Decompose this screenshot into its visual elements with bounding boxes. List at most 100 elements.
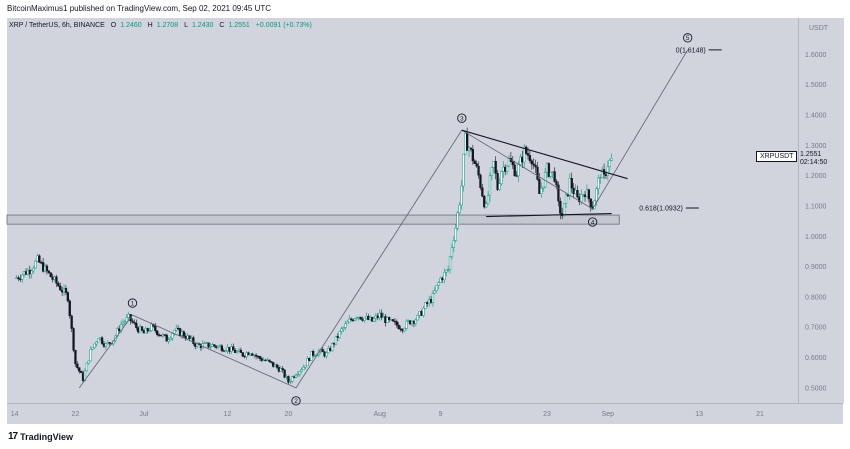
high-value: 1.2708 [156, 22, 179, 29]
candle-body [72, 328, 75, 351]
candle-body [180, 331, 184, 336]
candle-body [464, 133, 467, 155]
wave-label: 5 [686, 35, 690, 42]
candle-body [542, 186, 545, 189]
candle-body [562, 203, 566, 217]
candle-body [209, 346, 212, 348]
candle-body [469, 147, 473, 150]
candle-body [247, 352, 250, 356]
candle-body [555, 181, 558, 186]
candle-body [270, 361, 273, 363]
candle-body [401, 328, 404, 332]
low-label: L [184, 22, 188, 29]
candle-body [384, 316, 387, 323]
open-label: O [110, 22, 117, 29]
candle-body [536, 166, 539, 180]
x-tick-label: 13 [695, 411, 703, 418]
candle-body [448, 256, 452, 270]
candle-body [216, 345, 220, 348]
candle-body [462, 153, 465, 187]
candle-body [127, 314, 130, 318]
candle-body [131, 320, 134, 323]
price-axis[interactable] [798, 18, 844, 403]
candle-body [545, 163, 549, 173]
support-zone [6, 214, 620, 225]
candle-body [142, 330, 146, 334]
high-label: H [147, 22, 153, 29]
candle-body [610, 158, 613, 161]
candle-body [538, 179, 541, 194]
candle-body [467, 147, 471, 151]
candle-body [68, 300, 71, 317]
tradingview-footer[interactable]: 17 TradingView [8, 431, 73, 442]
candle-body [323, 351, 326, 357]
candle-body [367, 315, 370, 320]
y-tick-label: 1.0000 [805, 234, 827, 241]
candle-body [454, 227, 457, 241]
candle-body [332, 343, 336, 345]
candle-body [549, 172, 552, 177]
candle-body [258, 356, 262, 359]
candle-body [488, 175, 492, 196]
candle-body [443, 271, 446, 280]
candle-body [289, 381, 292, 383]
candle-body [123, 321, 127, 324]
candle-body [205, 342, 208, 344]
y-tick-label: 1.6000 [805, 52, 827, 59]
x-tick-label: Sep [602, 411, 615, 418]
candle-body [357, 316, 360, 319]
candle-body [498, 183, 501, 190]
candle-body [424, 302, 427, 309]
candle-body [146, 328, 149, 332]
candle-body [551, 171, 554, 173]
candle-body [523, 146, 526, 163]
candle-body [260, 358, 263, 361]
candle-body [264, 359, 267, 362]
candle-body [251, 353, 254, 356]
candle-body [513, 164, 516, 176]
candle-body [266, 359, 269, 362]
candle-body [511, 161, 514, 166]
y-tick-label: 0.6000 [805, 355, 827, 362]
candle-body [361, 318, 364, 321]
candle-body [26, 269, 30, 275]
candle-body [281, 368, 284, 371]
candle-body [473, 160, 476, 164]
candle-body [43, 265, 47, 272]
candle-body [418, 311, 421, 316]
candle-body [125, 317, 128, 323]
candle-body [235, 351, 239, 353]
candle-body [106, 342, 109, 345]
candle-body [239, 349, 243, 353]
candle-body [38, 255, 41, 263]
wave-label: 2 [294, 398, 298, 405]
candle-body [576, 190, 579, 198]
time-axis[interactable] [7, 403, 843, 424]
candle-body [70, 315, 73, 329]
candle-body [414, 319, 417, 324]
candle-body [595, 188, 598, 202]
candle-body [524, 146, 528, 154]
candle-body [380, 312, 383, 318]
candle-body [213, 344, 216, 347]
candle-body [494, 160, 497, 174]
x-tick-label: 21 [756, 411, 764, 418]
candle-body [28, 269, 31, 275]
tradingview-logo-icon: 17 [8, 431, 18, 442]
candle-body [496, 173, 499, 190]
candle-body [583, 194, 587, 198]
candle-body [283, 369, 286, 378]
candle-body [353, 318, 357, 322]
plot-area[interactable] [7, 18, 798, 403]
candle-body [500, 171, 503, 184]
publisher-header: BitcoinMaximus1 published on TradingView… [7, 4, 272, 13]
x-tick-label: 12 [224, 411, 232, 418]
y-tick-label: 1.2000 [805, 173, 827, 180]
candle-body [412, 320, 416, 324]
candle-body [87, 360, 90, 364]
candle-body [597, 177, 600, 189]
candle-body [78, 367, 81, 372]
candle-body [218, 345, 222, 347]
candle-body [55, 276, 58, 284]
candle-body [329, 348, 332, 351]
